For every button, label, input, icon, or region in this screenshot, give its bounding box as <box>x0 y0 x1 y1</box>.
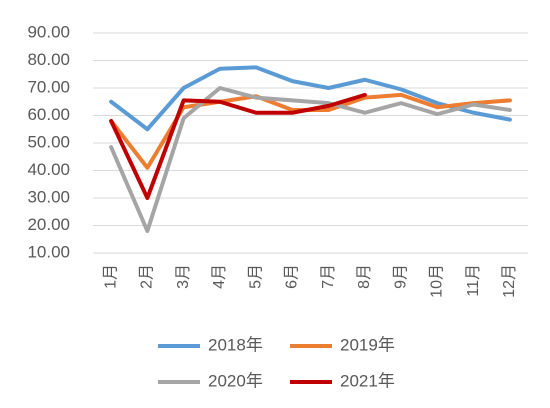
legend-label: 2020年 <box>208 371 263 390</box>
y-tick-label: 40.00 <box>27 160 70 179</box>
y-tick-label: 30.00 <box>27 187 70 206</box>
x-tick-label: 9月 <box>392 264 409 289</box>
x-tick-label: 3月 <box>175 264 192 289</box>
x-tick-label: 8月 <box>356 264 373 289</box>
legend-label: 2021年 <box>340 371 395 390</box>
x-tick-label: 5月 <box>247 264 264 289</box>
y-tick-label: 90.00 <box>27 22 70 41</box>
x-tick-label: 7月 <box>320 264 337 289</box>
x-tick-label: 1月 <box>102 264 119 289</box>
x-tick-label: 6月 <box>284 264 301 289</box>
legend-label: 2018年 <box>208 335 263 354</box>
y-tick-label: 70.00 <box>27 77 70 96</box>
y-tick-label: 80.00 <box>27 50 70 69</box>
x-tick-label: 10月 <box>429 264 446 298</box>
x-tick-label: 2月 <box>139 264 156 289</box>
x-tick-label: 11月 <box>465 264 482 297</box>
series-line <box>109 86 512 233</box>
x-tick-label: 4月 <box>211 264 228 289</box>
legend-label: 2019年 <box>340 335 395 354</box>
y-tick-label: 60.00 <box>27 105 70 124</box>
y-tick-label: 10.00 <box>27 242 70 261</box>
series-line <box>109 92 367 200</box>
series-line <box>109 65 512 132</box>
y-tick-label: 50.00 <box>27 132 70 151</box>
x-tick-label: 12月 <box>501 264 518 298</box>
y-tick-label: 20.00 <box>27 215 70 234</box>
